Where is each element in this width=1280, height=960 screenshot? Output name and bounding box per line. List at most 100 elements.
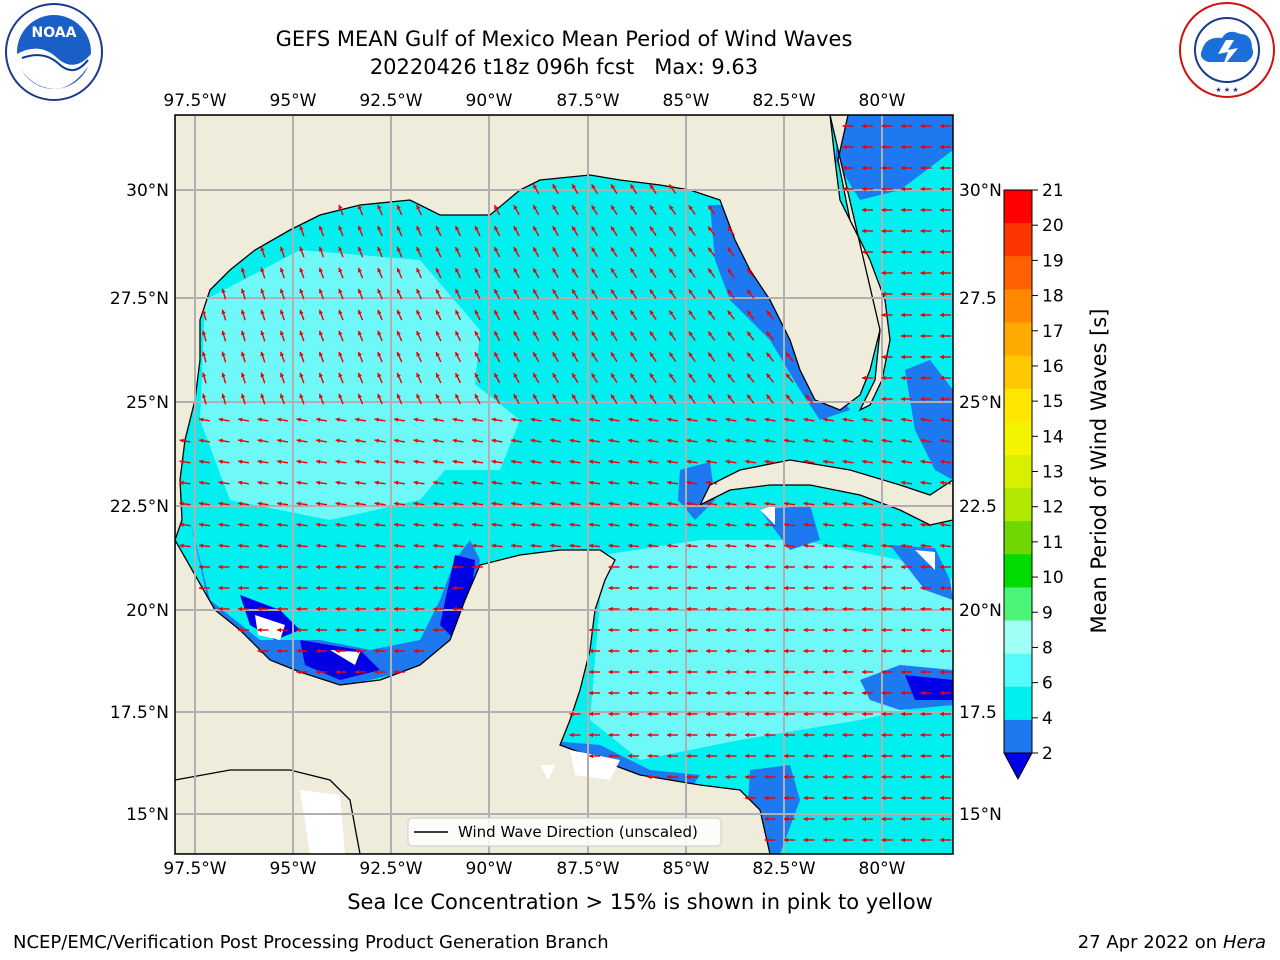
direction-arrow <box>727 373 735 383</box>
direction-arrow <box>784 648 795 654</box>
direction-arrow <box>491 522 503 528</box>
direction-arrow <box>667 564 678 570</box>
direction-arrow <box>435 309 442 321</box>
direction-arrow <box>881 774 893 780</box>
colorbar-tick-label: 6 <box>1042 674 1053 694</box>
direction-arrow <box>647 522 659 528</box>
direction-arrow <box>725 543 737 549</box>
direction-arrow <box>608 690 620 696</box>
direction-arrow <box>318 267 325 279</box>
direction-arrow <box>569 480 581 485</box>
direction-arrow <box>667 669 678 675</box>
direction-arrow <box>218 438 230 443</box>
direction-arrow <box>688 289 696 299</box>
direction-arrow <box>610 204 618 216</box>
direction-arrow <box>764 438 776 443</box>
direction-arrow <box>746 310 755 320</box>
direction-arrow <box>861 417 874 422</box>
direction-arrow <box>862 228 873 234</box>
direction-arrow <box>338 330 344 342</box>
direction-arrow <box>491 501 503 506</box>
direction-arrow <box>260 246 266 258</box>
lat-labels-right: 30°N 27.5 25°N 22.5 20°N 17.5 15°N <box>959 181 1002 825</box>
direction-arrow <box>549 438 562 443</box>
direction-arrow <box>688 205 696 215</box>
direction-arrow <box>610 393 618 405</box>
direction-arrow <box>627 522 640 528</box>
title-line-1: GEFS MEAN Gulf of Mexico Mean Period of … <box>275 27 853 51</box>
direction-arrow <box>299 372 305 384</box>
direction-arrow <box>900 438 913 443</box>
direction-arrow <box>335 648 347 654</box>
direction-arrow <box>335 564 347 570</box>
direction-arrow <box>920 459 932 464</box>
direction-arrow <box>374 480 386 485</box>
direction-arrow <box>823 795 834 801</box>
direction-arrow <box>940 396 951 402</box>
direction-arrow <box>338 204 344 216</box>
colorbar-tick-label: 2 <box>1042 744 1053 764</box>
direction-arrow <box>608 669 620 675</box>
direction-arrow <box>649 373 657 383</box>
direction-arrow <box>338 351 344 363</box>
direction-arrow <box>766 352 774 362</box>
direction-arrow <box>413 459 425 464</box>
direction-arrow <box>588 543 601 549</box>
direction-arrow <box>666 522 679 528</box>
direction-arrow <box>471 438 484 443</box>
direction-arrow <box>454 267 462 279</box>
direction-arrow <box>354 480 367 485</box>
direction-arrow <box>688 394 696 404</box>
direction-arrow <box>745 648 756 654</box>
direction-arrow <box>901 207 912 213</box>
direction-arrow <box>823 564 834 570</box>
direction-arrow <box>901 690 912 696</box>
direction-arrow <box>218 480 230 485</box>
direction-arrow <box>355 627 366 633</box>
direction-arrow <box>940 795 951 801</box>
direction-arrow <box>649 394 657 404</box>
direction-arrow <box>649 247 657 257</box>
direction-arrow <box>354 417 367 422</box>
direction-arrow <box>823 627 834 633</box>
direction-arrow <box>260 267 266 279</box>
direction-arrow <box>784 774 795 780</box>
direction-arrow <box>393 459 406 464</box>
direction-arrow <box>764 648 776 654</box>
direction-arrow <box>355 564 366 570</box>
direction-arrow <box>707 352 716 362</box>
direction-arrow <box>764 543 776 549</box>
direction-arrow <box>881 606 893 612</box>
direction-arrow <box>920 837 932 843</box>
direction-arrow <box>276 480 289 485</box>
direction-arrow <box>725 438 737 443</box>
direction-arrow <box>628 753 639 759</box>
direction-arrow <box>901 333 912 339</box>
direction-arrow <box>668 373 677 383</box>
direction-arrow <box>803 732 815 738</box>
direction-arrow <box>552 330 559 342</box>
direction-arrow <box>881 459 893 464</box>
direction-arrow <box>629 268 638 278</box>
direction-arrow <box>628 627 639 633</box>
gridlines <box>175 115 953 854</box>
direction-arrow <box>842 165 854 171</box>
lon-label: 90°W <box>466 91 513 111</box>
direction-arrow <box>627 438 640 443</box>
direction-arrow <box>296 480 308 485</box>
direction-arrow <box>666 480 679 485</box>
direction-arrow <box>862 627 873 633</box>
direction-arrow <box>668 184 677 194</box>
direction-arrow <box>552 183 559 195</box>
direction-arrow <box>686 501 698 506</box>
direction-arrow <box>432 480 445 485</box>
lon-label: 90°W <box>466 859 513 879</box>
direction-arrow <box>784 837 795 843</box>
direction-arrow <box>279 372 285 384</box>
direction-arrow <box>354 459 367 464</box>
noaa-logo-text: NOAA <box>32 25 77 41</box>
direction-arrow <box>260 393 266 405</box>
direction-arrow <box>435 225 442 237</box>
direction-arrow <box>299 309 305 321</box>
